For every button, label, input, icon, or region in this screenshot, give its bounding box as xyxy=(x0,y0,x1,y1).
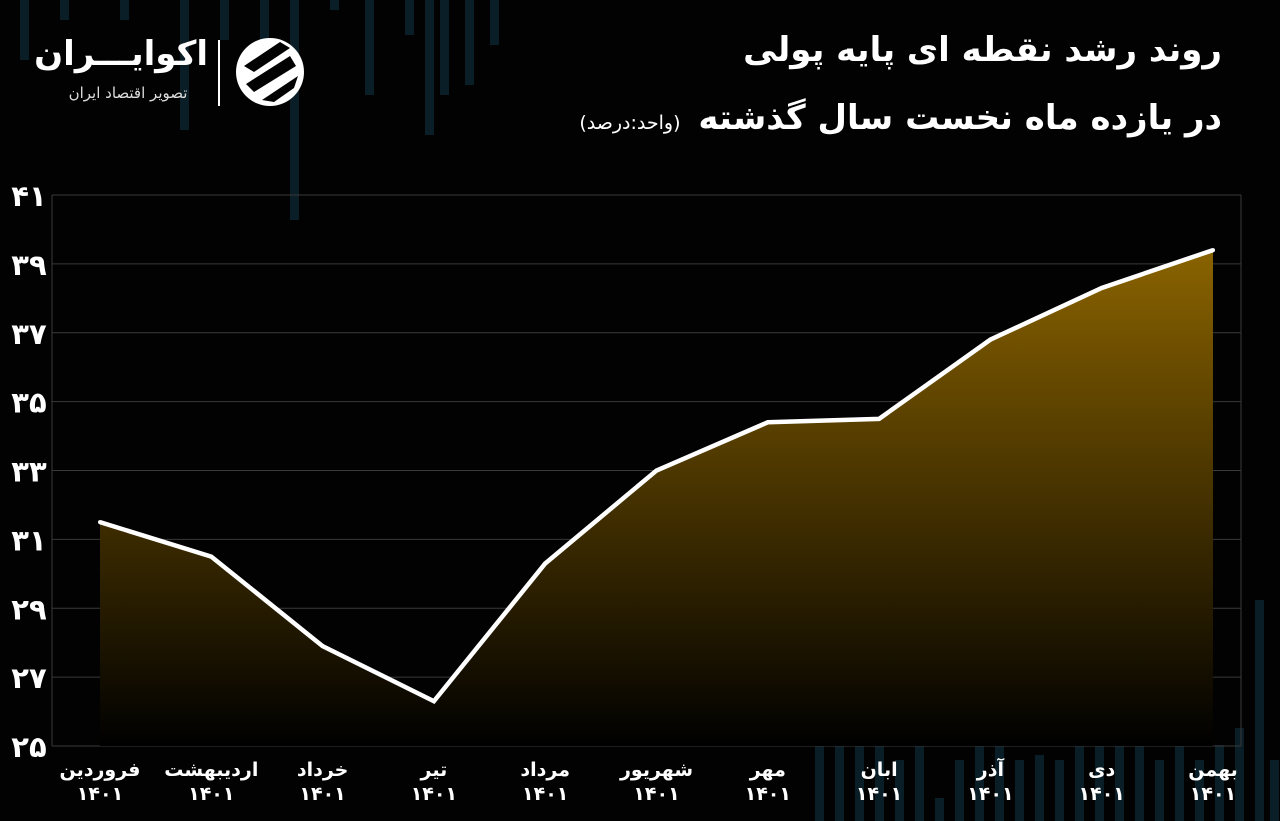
deco-bar xyxy=(120,0,129,20)
x-tick-year: ۱۴۰۱ xyxy=(856,783,902,805)
deco-bar xyxy=(1115,720,1124,821)
y-tick-label: ۲۷ xyxy=(11,661,47,695)
x-tick-month: آذر xyxy=(976,757,1005,781)
area-fill xyxy=(100,250,1213,746)
deco-bar xyxy=(1270,760,1279,821)
deco-bar xyxy=(60,0,69,20)
deco-bar xyxy=(1135,735,1144,821)
x-tick-year: ۱۴۰۱ xyxy=(1190,783,1236,805)
x-tick-month: خرداد xyxy=(297,759,349,781)
x-tick-month: مرداد xyxy=(520,759,570,781)
deco-bar xyxy=(440,0,449,95)
deco-bar xyxy=(1095,688,1104,821)
deco-bar xyxy=(1195,760,1204,821)
deco-bar xyxy=(1215,745,1224,821)
deco-bar xyxy=(1035,755,1044,821)
y-tick-label: ۳۳ xyxy=(11,455,47,489)
deco-bar xyxy=(955,760,964,821)
deco-bar xyxy=(1075,735,1084,821)
deco-bar xyxy=(330,0,339,10)
y-tick-label: ۲۹ xyxy=(11,592,47,626)
deco-bar xyxy=(1175,728,1184,821)
deco-bar xyxy=(895,760,904,821)
x-tick-year: ۱۴۰۱ xyxy=(299,783,345,805)
y-tick-label: ۳۹ xyxy=(11,248,47,282)
x-tick-year: ۱۴۰۱ xyxy=(745,783,791,805)
deco-bar xyxy=(815,735,824,821)
unit-label: (واحد:درصد) xyxy=(579,112,681,134)
logo-divider xyxy=(218,40,220,106)
deco-bar xyxy=(915,728,924,821)
x-tick-month: بهمن xyxy=(1188,759,1238,781)
deco-bar xyxy=(1255,600,1264,821)
deco-bar xyxy=(1015,760,1024,821)
deco-bar xyxy=(220,0,229,40)
y-tick-label: ۳۱ xyxy=(11,523,46,557)
deco-bar xyxy=(935,798,944,821)
x-axis-ticks: فروردین۱۴۰۱اردیبهشت۱۴۰۱خرداد۱۴۰۱تیر۱۴۰۱م… xyxy=(60,757,1238,805)
deco-bar xyxy=(405,0,414,35)
x-tick-month: دی xyxy=(1088,759,1115,781)
x-tick-year: ۱۴۰۱ xyxy=(188,783,234,805)
logo-mark-icon xyxy=(236,38,304,106)
x-tick-month: تیر xyxy=(420,759,448,781)
x-tick-month: شهریور xyxy=(619,759,693,781)
data-point xyxy=(320,644,325,649)
deco-bar xyxy=(975,728,984,821)
y-tick-label: ۳۷ xyxy=(11,317,47,351)
data-point xyxy=(431,699,436,704)
deco-bar xyxy=(180,0,189,130)
x-tick-year: ۱۴۰۱ xyxy=(633,783,679,805)
data-point xyxy=(543,561,548,566)
deco-bar xyxy=(835,735,844,821)
x-tick-month: اردیبهشت xyxy=(164,759,258,781)
x-tick-month: مهر xyxy=(749,759,786,781)
deco-bar xyxy=(1155,760,1164,821)
y-tick-label: ۴۱ xyxy=(11,179,46,213)
deco-bar xyxy=(875,735,884,821)
y-axis-ticks: ۴۱ ۳۹ ۳۷ ۳۵ ۳۳ ۳۱ ۲۹ ۲۷ ۲۵ xyxy=(11,179,47,764)
x-tick-year: ۱۴۰۱ xyxy=(522,783,568,805)
data-point xyxy=(1211,248,1215,253)
deco-bar xyxy=(1235,728,1244,821)
deco-bar xyxy=(365,0,374,95)
data-point xyxy=(877,416,882,421)
deco-bar xyxy=(855,688,864,821)
logo-name: اکوایـــران xyxy=(34,34,208,74)
x-tick-year: ۱۴۰۱ xyxy=(1079,783,1125,805)
data-point xyxy=(654,468,659,473)
deco-bar xyxy=(490,0,499,45)
deco-bar xyxy=(1055,760,1064,821)
data-point xyxy=(98,520,102,525)
deco-bar xyxy=(20,0,29,60)
x-tick-year: ۱۴۰۱ xyxy=(77,783,123,805)
area-fill-layer xyxy=(100,250,1213,746)
y-tick-label: ۳۵ xyxy=(11,386,46,420)
deco-bar xyxy=(465,0,474,85)
logo-tagline: تصویر اقتصاد ایران xyxy=(68,84,188,102)
chart-title: روند رشد نقطه ای پایه پولی xyxy=(743,30,1222,70)
data-point xyxy=(765,420,770,425)
deco-bar xyxy=(290,0,299,220)
data-point xyxy=(988,337,993,342)
subtitle-text: در یازده ماه نخست سال گذشته xyxy=(698,98,1222,138)
data-point xyxy=(209,554,214,559)
data-point xyxy=(1099,285,1104,290)
chart-subtitle: در یازده ماه نخست سال گذشته (واحد:درصد) xyxy=(579,98,1222,138)
y-tick-label: ۲۵ xyxy=(11,730,46,764)
brand-logo: اکوایـــران تصویر اقتصاد ایران xyxy=(34,34,318,114)
series-line-layer xyxy=(98,247,1215,705)
x-tick-year: ۱۴۰۱ xyxy=(967,783,1013,805)
x-tick-year: ۱۴۰۱ xyxy=(411,783,457,805)
x-tick-month: ابان xyxy=(861,759,898,781)
deco-bar xyxy=(425,0,434,135)
x-tick-month: فروردین xyxy=(60,759,141,781)
